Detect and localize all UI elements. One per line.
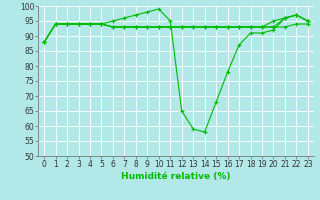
X-axis label: Humidité relative (%): Humidité relative (%) (121, 172, 231, 181)
